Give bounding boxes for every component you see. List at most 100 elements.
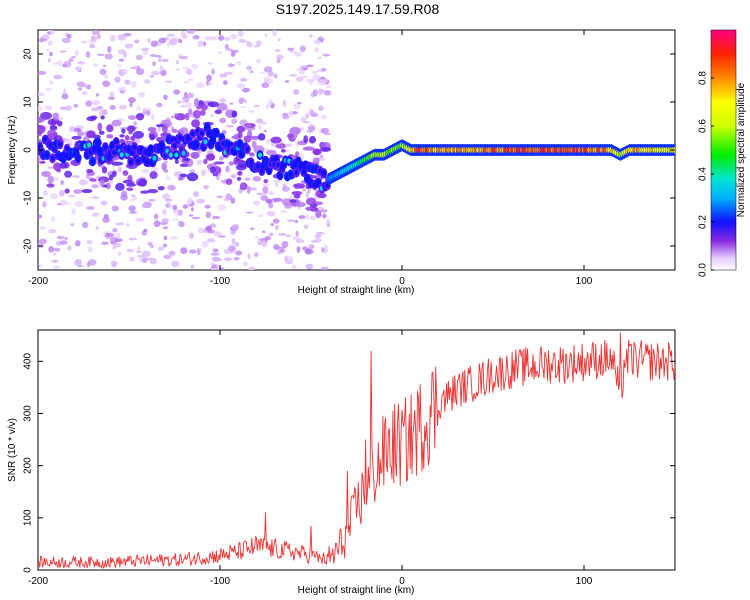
- ridge-core: [203, 139, 208, 145]
- spectrogram-speckle: [99, 68, 107, 76]
- spectrogram-speckle: [142, 108, 152, 111]
- spectrogram-heatmap: [38, 30, 675, 270]
- spectrogram-speckle: [326, 223, 331, 228]
- spectrogram-speckle: [86, 206, 95, 210]
- spectrogram-speckle: [180, 104, 187, 108]
- spectrogram-speckle: [102, 80, 111, 88]
- spectrogram-x-axis-title: Height of straight line (km): [298, 285, 415, 296]
- spectrogram-blob: [275, 143, 287, 149]
- spectrogram-speckle: [187, 92, 194, 99]
- spectrogram-speckle: [182, 204, 189, 209]
- spectrogram-speckle: [149, 54, 157, 57]
- spectrogram-speckle: [148, 198, 156, 202]
- spectrogram-speckle: [42, 201, 47, 208]
- spectrogram-speckle: [172, 204, 178, 210]
- spectrogram-blob: [46, 183, 55, 188]
- spectrogram-speckle: [177, 209, 183, 216]
- spectrogram-speckle: [185, 102, 193, 109]
- spectrogram-speckle: [302, 246, 308, 251]
- spectrogram-blob: [59, 162, 67, 169]
- spectrogram-speckle: [78, 179, 88, 186]
- spectrogram-speckle: [192, 35, 200, 40]
- spectrogram-speckle: [253, 104, 260, 108]
- spectrogram-speckle: [91, 212, 100, 217]
- ridge-core: [168, 152, 173, 158]
- spectrogram-speckle: [163, 160, 169, 164]
- spectrogram-speckle: [207, 82, 213, 86]
- spectrogram-speckle: [118, 86, 127, 92]
- spectrogram-speckle: [233, 256, 240, 261]
- spectrogram-speckle: [101, 241, 109, 245]
- spectrogram-speckle: [47, 166, 54, 169]
- spectrogram-speckle: [114, 76, 121, 83]
- spectrogram-speckle: [243, 261, 248, 266]
- spectrogram-speckle: [256, 192, 264, 196]
- spectrogram-speckle: [222, 80, 228, 86]
- spectrogram-speckle: [308, 79, 313, 86]
- spectrogram-speckle: [141, 169, 150, 173]
- spectrogram-speckle: [255, 58, 261, 64]
- spectrogram-speckle: [103, 74, 110, 79]
- spectrogram-speckle: [273, 243, 280, 251]
- spectrogram-speckle: [180, 30, 186, 38]
- spectrogram-speckle: [46, 48, 50, 52]
- spectrogram-speckle: [189, 232, 194, 239]
- spectrogram-speckle: [38, 92, 45, 97]
- spectrogram-speckle: [135, 54, 143, 61]
- spectrogram-speckle: [295, 238, 305, 244]
- spectrogram-blob: [312, 157, 320, 164]
- spectrogram-blob: [161, 162, 168, 171]
- spectrogram-speckle: [71, 208, 76, 215]
- spectrogram-speckle: [175, 59, 180, 65]
- spectrogram-speckle: [53, 177, 59, 181]
- ridge-core: [174, 152, 179, 158]
- spectrogram-speckle: [236, 82, 246, 89]
- spectrogram-speckle: [112, 242, 122, 248]
- spectrogram-blob: [257, 133, 266, 141]
- spectrogram-blob: [249, 135, 260, 140]
- spectrogram-blob: [105, 182, 111, 190]
- spectrogram-blob: [49, 125, 58, 131]
- spectrogram-speckle: [81, 40, 88, 44]
- spectrogram-speckle: [297, 101, 302, 105]
- spectrogram-speckle: [249, 187, 258, 191]
- spectrogram-speckle: [306, 130, 314, 133]
- spectrogram-speckle: [229, 102, 234, 105]
- spectrogram-speckle: [204, 226, 212, 232]
- spectrogram-speckle: [314, 47, 319, 53]
- spectrogram-speckle: [99, 109, 106, 117]
- spectrogram-blob: [178, 176, 184, 181]
- spectrogram-speckle: [109, 105, 116, 110]
- spectrogram-speckle: [170, 115, 175, 119]
- spectrogram-speckle: [158, 56, 162, 63]
- colorbar: 0.0 0.2 0.4 0.6 0.8 Normalized spectral ampl…: [698, 29, 747, 277]
- spectrogram-blob: [225, 178, 233, 185]
- spectrogram-blob: [207, 101, 220, 108]
- spectrogram-speckle: [163, 254, 172, 259]
- spectrogram-speckle: [109, 34, 117, 42]
- spectrogram-speckle: [188, 214, 194, 217]
- spectrogram-speckle: [205, 211, 212, 219]
- spectrogram-speckle: [130, 80, 137, 88]
- spectrogram-speckle: [325, 219, 331, 225]
- ridge-core: [288, 171, 293, 177]
- ridge-core: [97, 148, 102, 154]
- spectrogram-speckle: [59, 189, 65, 197]
- spectrogram-speckle: [151, 70, 160, 76]
- spectrogram-blob: [270, 136, 282, 144]
- spectrogram-speckle: [236, 60, 242, 66]
- spectrogram-speckle: [249, 268, 254, 270]
- spectrogram-speckle: [128, 256, 136, 262]
- spectrogram-speckle: [231, 118, 238, 125]
- spectrogram-speckle: [296, 68, 302, 72]
- spectrogram-blob: [111, 161, 124, 166]
- spectrogram-speckle: [103, 64, 107, 67]
- spectrogram-speckle: [123, 32, 132, 37]
- spectrogram-blob: [100, 115, 105, 120]
- ridge-core: [278, 172, 283, 178]
- spectrogram-blob: [214, 166, 222, 174]
- spectrogram-blob: [182, 157, 191, 161]
- spectrogram-speckle: [141, 203, 148, 209]
- spectrogram-speckle: [294, 52, 302, 57]
- spectrogram-speckle: [114, 238, 123, 242]
